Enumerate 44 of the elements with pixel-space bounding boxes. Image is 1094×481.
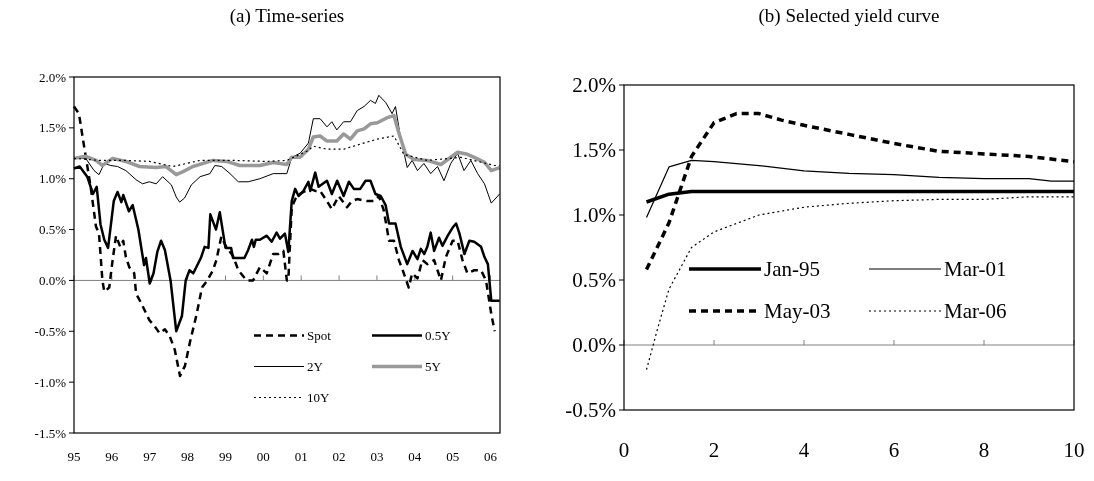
legend-label: Spot [307, 328, 332, 344]
x-tick-label: 2 [708, 438, 720, 462]
y-tick-label: 2.0% [572, 73, 616, 98]
x-tick-label: 99 [218, 449, 232, 464]
legend-label: Jan-95 [764, 257, 820, 282]
chart-title: (b) Selected yield curve [758, 5, 940, 27]
y-tick-label: 0.5% [38, 222, 67, 238]
legend-label: 2Y [307, 359, 324, 375]
x-tick-label: 05 [446, 449, 460, 464]
y-tick-label: 1.5% [38, 120, 67, 136]
legend-label: Mar-01 [944, 257, 1007, 282]
x-tick-label: 00 [256, 449, 270, 464]
y-tick-label: 1.0% [38, 171, 67, 187]
x-tick-label: 04 [408, 449, 422, 464]
x-tick-label: 02 [332, 449, 346, 464]
x-tick-label: 03 [370, 449, 384, 464]
legend-label: 0.5Y [425, 328, 452, 344]
legend-label: May-03 [764, 299, 831, 324]
y-tick-label: 0.0% [38, 272, 67, 288]
x-tick-label: 0 [618, 438, 630, 462]
x-tick-label: 06 [484, 449, 498, 464]
legend-label: Mar-06 [944, 299, 1007, 324]
y-tick-label: 1.0% [572, 203, 616, 228]
x-tick-label: 95 [67, 449, 81, 464]
y-tick-label: -0.5% [565, 398, 616, 423]
y-tick-label: -1.0% [34, 374, 67, 390]
x-tick-label: 97 [143, 449, 157, 464]
x-tick-label: 8 [978, 438, 990, 462]
x-tick-label: 96 [105, 449, 119, 464]
line-series [72, 113, 502, 177]
x-tick-label: 6 [888, 438, 900, 462]
x-tick-label: 98 [181, 449, 195, 464]
legend-label: 5Y [425, 359, 442, 375]
x-tick-label: 10 [1063, 438, 1085, 462]
y-tick-label: -0.5% [34, 323, 67, 339]
x-tick-label: 4 [798, 438, 810, 462]
y-tick-label: 2.0% [38, 69, 67, 85]
y-tick-label: -1.5% [34, 425, 67, 441]
x-tick-label: 01 [294, 449, 308, 464]
legend-label: 10Y [307, 390, 330, 406]
y-tick-label: 0.0% [572, 333, 616, 358]
y-tick-label: 0.5% [572, 268, 616, 293]
chart-title: (a) Time-series [229, 5, 345, 27]
y-tick-label: 1.5% [572, 138, 616, 163]
